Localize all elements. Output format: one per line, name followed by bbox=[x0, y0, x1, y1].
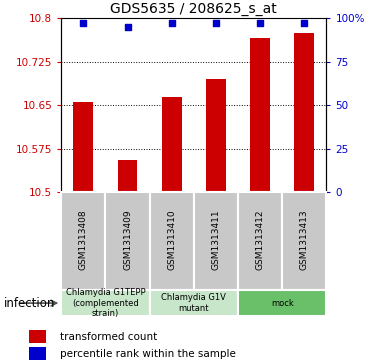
Text: GSM1313412: GSM1313412 bbox=[256, 209, 265, 270]
Text: transformed count: transformed count bbox=[59, 332, 157, 342]
Point bbox=[301, 20, 307, 26]
Text: Chlamydia G1TEPP
(complemented
strain): Chlamydia G1TEPP (complemented strain) bbox=[66, 288, 145, 318]
Text: GSM1313408: GSM1313408 bbox=[79, 209, 88, 270]
Point bbox=[169, 20, 175, 26]
Text: GSM1313409: GSM1313409 bbox=[123, 209, 132, 270]
Bar bbox=[150, 192, 194, 290]
Bar bbox=[29, 330, 46, 343]
Bar bbox=[238, 290, 326, 316]
Text: percentile rank within the sample: percentile rank within the sample bbox=[59, 349, 235, 359]
Bar bbox=[61, 192, 105, 290]
Bar bbox=[118, 160, 138, 192]
Bar bbox=[238, 192, 282, 290]
Text: GSM1313411: GSM1313411 bbox=[211, 209, 220, 270]
Bar bbox=[105, 192, 150, 290]
Bar bbox=[194, 192, 238, 290]
Bar bbox=[206, 79, 226, 192]
Point bbox=[213, 20, 219, 26]
Bar bbox=[61, 290, 150, 316]
Bar bbox=[282, 192, 326, 290]
Text: Chlamydia G1V
mutant: Chlamydia G1V mutant bbox=[161, 293, 226, 313]
Point bbox=[81, 20, 86, 26]
Point bbox=[257, 20, 263, 26]
Text: mock: mock bbox=[271, 299, 293, 307]
Title: GDS5635 / 208625_s_at: GDS5635 / 208625_s_at bbox=[111, 2, 277, 16]
Text: GSM1313413: GSM1313413 bbox=[300, 209, 309, 270]
Bar bbox=[250, 38, 270, 192]
Text: infection: infection bbox=[4, 297, 55, 310]
Bar bbox=[295, 33, 314, 192]
Text: GSM1313410: GSM1313410 bbox=[167, 209, 176, 270]
Bar bbox=[150, 290, 238, 316]
Bar bbox=[29, 347, 46, 360]
Bar bbox=[73, 102, 93, 192]
Point bbox=[125, 24, 131, 30]
Bar bbox=[162, 97, 182, 192]
